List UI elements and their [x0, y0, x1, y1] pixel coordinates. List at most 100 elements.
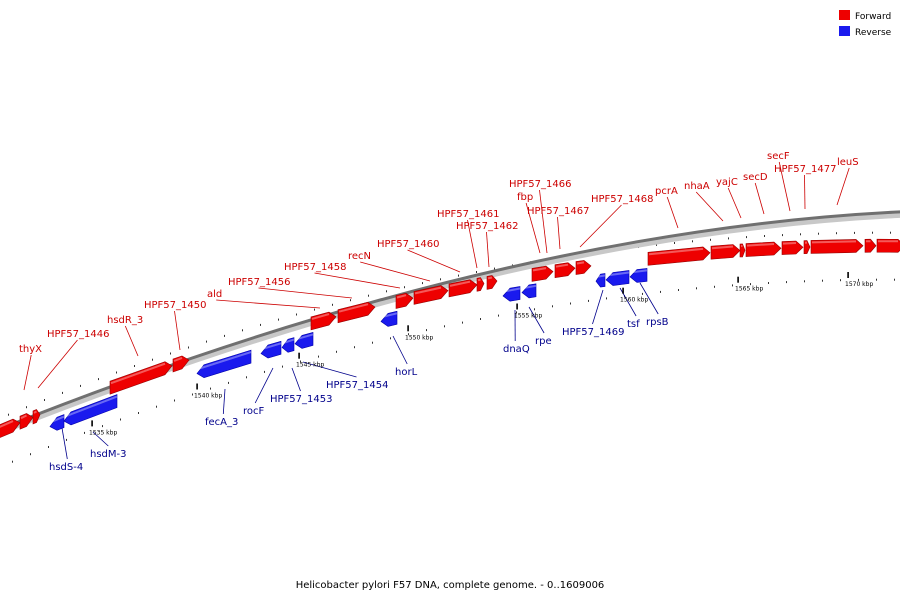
tick-marks [8, 231, 895, 463]
tick-lower-11 [210, 387, 211, 390]
forward-gene-highlight-13 [555, 263, 569, 268]
forward-leader-fbp [525, 202, 541, 254]
reverse-gene-label-rocf: rocF [243, 406, 265, 417]
tick-lower-32 [588, 299, 589, 302]
tick-lower-44 [804, 280, 805, 283]
scale-label-5: 1560 kbp [620, 297, 648, 304]
scale-label-6: 1565 kbp [735, 286, 763, 293]
tick-upper-36 [656, 243, 657, 246]
tick-lower-13 [246, 376, 247, 379]
tick-upper-1 [26, 406, 27, 409]
tick-upper-42 [764, 235, 765, 237]
legend-reverse-label: Reverse [855, 28, 892, 38]
forward-gene-highlight-0 [0, 420, 14, 428]
forward-gene-highlight-18 [746, 243, 775, 247]
forward-gene-highlight-5 [311, 313, 330, 320]
tick-lower-14 [264, 370, 265, 373]
forward-gene-arrow-8 [413, 285, 449, 305]
reverse-leader-rpe [528, 306, 545, 334]
tick-upper-11 [206, 340, 207, 343]
tick-lower-30 [552, 305, 553, 308]
reverse-gene-highlight-9 [596, 274, 606, 278]
tick-upper-20 [368, 294, 369, 297]
reverse-gene-label-feca-3: fecA_3 [205, 417, 238, 428]
tick-upper-0 [8, 413, 9, 416]
tick-upper-21 [386, 290, 387, 293]
forward-gene-highlight-14 [576, 261, 585, 265]
forward-gene-arrow-21 [810, 239, 864, 254]
forward-gene-arrow-23 [876, 238, 900, 253]
forward-leader-nhaa [695, 191, 724, 222]
tick-lower-43 [786, 281, 787, 284]
tick-upper-6 [116, 371, 117, 374]
tick-upper-12 [224, 334, 225, 337]
reverse-gene-arrow-8 [521, 283, 537, 299]
tick-lower-6 [120, 418, 121, 421]
forward-gene-label-hpf57-1462: HPF57_1462 [456, 221, 518, 232]
tick-upper-39 [710, 238, 711, 241]
tick-upper-43 [782, 234, 783, 237]
tick-upper-23 [422, 282, 423, 285]
scale-tick-1 [196, 383, 198, 390]
forward-gene-arrow-0 [0, 418, 21, 438]
tick-lower-26 [480, 318, 481, 320]
forward-gene-label-hpf57-1468: HPF57_1468 [591, 194, 653, 205]
reverse-gene-label-dnaq: dnaQ [503, 344, 530, 355]
tick-upper-48 [872, 231, 873, 234]
reverse-gene-highlight-0 [50, 415, 65, 424]
tick-upper-14 [260, 323, 261, 326]
reverse-leader-hsdm-3 [92, 431, 109, 447]
tick-lower-7 [138, 412, 139, 414]
reverse-leader-rocf [254, 367, 274, 404]
legend-reverse-swatch [839, 26, 850, 36]
forward-gene-arrow-15 [647, 246, 711, 266]
reverse-gene-highlight-4 [282, 338, 295, 344]
tick-lower-31 [570, 302, 571, 305]
tick-upper-40 [728, 237, 729, 240]
reverse-gene-highlight-6 [381, 312, 398, 318]
forward-gene-highlight-15 [648, 247, 704, 256]
tick-lower-23 [426, 329, 427, 332]
tick-lower-37 [678, 289, 679, 291]
forward-leader-secd [754, 182, 765, 215]
forward-gene-arrow-17 [739, 243, 746, 258]
forward-gene-highlight-6 [338, 303, 369, 313]
tick-upper-47 [854, 231, 855, 234]
scale-tick-4 [516, 303, 518, 310]
scale-tick-5 [622, 287, 624, 294]
tick-lower-4 [84, 431, 85, 434]
forward-leader-recn [360, 261, 431, 282]
scale-label-2: 1545 kbp [296, 362, 324, 369]
forward-gene-arrow-3 [109, 361, 173, 395]
forward-gene-label-hpf57-1461: HPF57_1461 [437, 209, 499, 220]
tick-lower-19 [354, 346, 355, 349]
reverse-gene-arrow-6 [380, 310, 398, 327]
tick-lower-47 [858, 278, 859, 281]
tick-lower-33 [606, 297, 607, 300]
forward-gene-label-hpf57-1456: HPF57_1456 [228, 277, 290, 288]
tick-lower-38 [696, 287, 697, 290]
tick-lower-10 [192, 393, 193, 396]
forward-gene-arrow-10 [476, 277, 485, 292]
forward-gene-label-leus: leuS [837, 157, 859, 168]
tick-upper-41 [746, 236, 747, 239]
legend-forward-swatch [839, 10, 850, 20]
reverse-leader-rpsb [639, 282, 659, 315]
tick-upper-13 [242, 329, 243, 332]
forward-gene-label-hpf57-1446: HPF57_1446 [47, 329, 109, 340]
forward-gene-label-hpf57-1466: HPF57_1466 [509, 179, 571, 190]
tick-lower-22 [408, 333, 409, 336]
tick-upper-7 [134, 365, 135, 367]
tick-lower-42 [768, 282, 769, 284]
reverse-gene-arrow-1 [63, 394, 118, 426]
forward-gene-arrow-4 [172, 355, 190, 373]
forward-gene-label-hpf57-1450: HPF57_1450 [144, 300, 206, 311]
forward-gene-highlight-12 [532, 267, 547, 272]
forward-gene-arrow-13 [554, 262, 576, 279]
forward-gene-arrow-12 [531, 265, 554, 282]
forward-leader-hpf57-1466 [539, 189, 548, 254]
reverse-gene-highlight-8 [522, 284, 537, 290]
reverse-leader-hpf57-1453 [291, 367, 301, 392]
